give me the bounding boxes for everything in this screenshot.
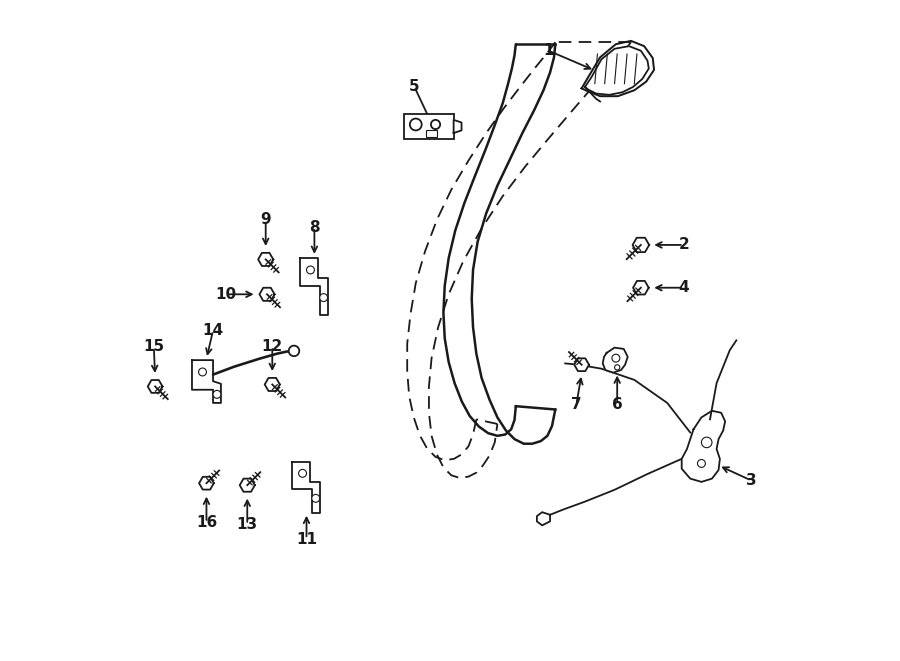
Polygon shape (454, 120, 462, 133)
Circle shape (320, 293, 328, 301)
Bar (426, 130, 437, 137)
Polygon shape (633, 238, 649, 252)
Circle shape (615, 365, 620, 370)
Text: 7: 7 (572, 397, 581, 412)
Text: 12: 12 (262, 339, 283, 354)
Text: 4: 4 (679, 280, 689, 295)
Text: 16: 16 (196, 515, 217, 530)
Polygon shape (259, 288, 274, 301)
Text: 2: 2 (679, 237, 689, 253)
Polygon shape (603, 348, 627, 373)
Polygon shape (681, 410, 725, 482)
Polygon shape (574, 358, 589, 371)
Circle shape (289, 346, 300, 356)
Circle shape (698, 459, 706, 467)
Text: 10: 10 (216, 287, 237, 302)
Text: 6: 6 (612, 397, 623, 412)
Text: 14: 14 (202, 323, 223, 338)
Text: 11: 11 (296, 531, 317, 547)
Polygon shape (265, 378, 280, 391)
Circle shape (612, 354, 620, 362)
Polygon shape (258, 253, 274, 266)
Text: 3: 3 (746, 473, 757, 488)
Circle shape (307, 266, 314, 274)
Circle shape (701, 437, 712, 447)
Polygon shape (585, 46, 649, 95)
Polygon shape (300, 258, 328, 315)
Text: 13: 13 (237, 517, 257, 532)
Circle shape (431, 120, 440, 129)
Text: 1: 1 (544, 43, 554, 58)
Text: 5: 5 (410, 79, 419, 95)
Polygon shape (292, 462, 320, 513)
Text: 15: 15 (143, 340, 165, 354)
Circle shape (311, 494, 320, 502)
Polygon shape (239, 479, 255, 492)
Circle shape (199, 368, 206, 376)
Bar (404, 114, 454, 139)
Circle shape (299, 469, 307, 477)
Polygon shape (192, 360, 220, 403)
Text: 8: 8 (309, 219, 320, 235)
Circle shape (213, 391, 220, 399)
Text: 9: 9 (260, 212, 271, 227)
Circle shape (410, 118, 422, 130)
Polygon shape (148, 380, 163, 393)
Polygon shape (633, 281, 649, 295)
Polygon shape (199, 477, 214, 490)
Polygon shape (537, 512, 550, 525)
